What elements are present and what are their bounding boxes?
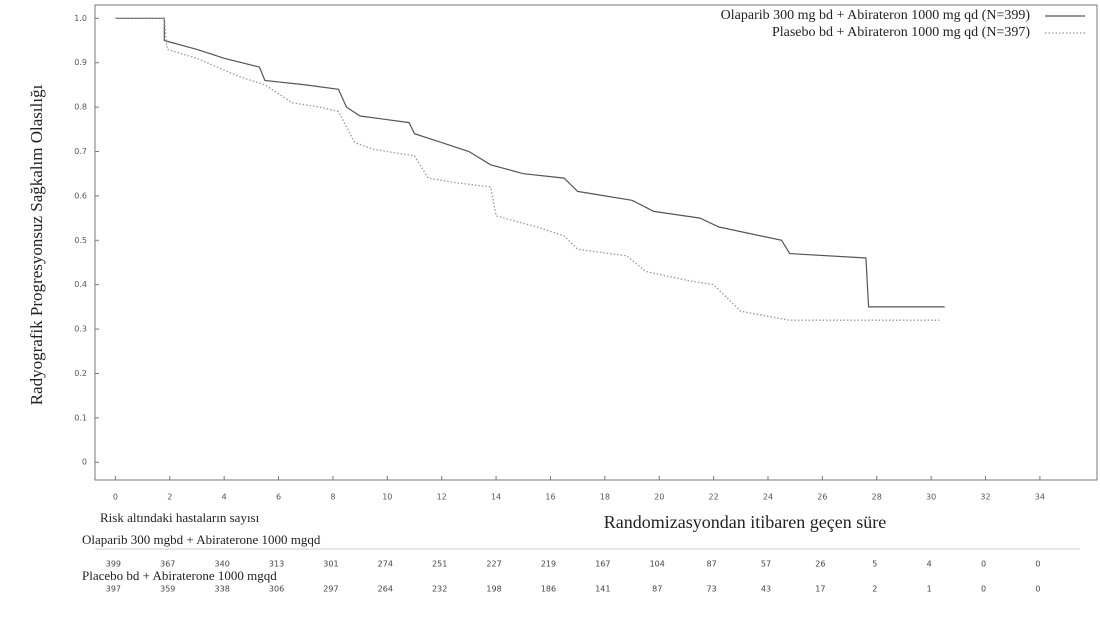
risk-count: 227 bbox=[486, 560, 501, 569]
x-tick-label: 10 bbox=[382, 493, 392, 502]
x-tick-label: 8 bbox=[330, 493, 335, 502]
risk-count: 232 bbox=[432, 585, 447, 594]
x-tick-label: 2 bbox=[167, 493, 172, 502]
x-tick-label: 4 bbox=[222, 493, 227, 502]
risk-count: 0 bbox=[1035, 560, 1040, 569]
risk-count: 274 bbox=[378, 560, 393, 569]
risk-count: 5 bbox=[872, 560, 877, 569]
y-axis-label: Radyografik Progresyonsuz Sağkalım Olası… bbox=[27, 84, 46, 405]
legend-label: Plasebo bd + Abirateron 1000 mg qd (N=39… bbox=[772, 25, 1030, 40]
y-tick-label: 0 bbox=[82, 458, 87, 467]
risk-count: 17 bbox=[815, 585, 825, 594]
risk-count: 297 bbox=[323, 585, 338, 594]
risk-count: 43 bbox=[761, 585, 771, 594]
y-tick-label: 0.8 bbox=[74, 103, 87, 112]
y-tick-label: 0.2 bbox=[74, 369, 87, 378]
risk-count: 87 bbox=[707, 560, 717, 569]
risk-count: 186 bbox=[541, 585, 556, 594]
km-curve bbox=[115, 17, 940, 321]
x-tick-label: 0 bbox=[113, 493, 118, 502]
risk-count: 198 bbox=[486, 585, 501, 594]
risk-count: 167 bbox=[595, 560, 610, 569]
x-tick-label: 14 bbox=[491, 493, 501, 502]
risk-count: 87 bbox=[652, 585, 662, 594]
y-tick-label: 0.4 bbox=[74, 280, 87, 289]
x-tick-label: 12 bbox=[437, 493, 447, 502]
risk-count: 0 bbox=[981, 585, 986, 594]
risk-count: 0 bbox=[1035, 585, 1040, 594]
risk-count: 306 bbox=[269, 585, 284, 594]
plot-frame bbox=[94, 4, 1098, 481]
risk-count: 399 bbox=[106, 560, 121, 569]
risk-count: 1 bbox=[927, 585, 932, 594]
x-axis-label: Randomizasyondan itibaren geçen süre bbox=[604, 512, 886, 532]
risk-count: 57 bbox=[761, 560, 771, 569]
x-tick-label: 24 bbox=[763, 493, 773, 502]
km-curve bbox=[115, 17, 945, 308]
risk-count: 73 bbox=[707, 585, 717, 594]
legend-label: Olaparib 300 mg bd + Abirateron 1000 mg … bbox=[721, 8, 1031, 23]
risk-group-label: Olaparib 300 mgbd + Abiraterone 1000 mgq… bbox=[82, 532, 321, 547]
risk-count: 0 bbox=[981, 560, 986, 569]
risk-count: 26 bbox=[815, 560, 825, 569]
x-tick-label: 20 bbox=[654, 493, 664, 502]
x-tick-label: 34 bbox=[1035, 493, 1045, 502]
risk-count: 301 bbox=[323, 560, 338, 569]
risk-count: 264 bbox=[378, 585, 393, 594]
x-tick-label: 30 bbox=[926, 493, 936, 502]
y-tick-label: 0.3 bbox=[74, 325, 87, 334]
x-tick-label: 28 bbox=[872, 493, 882, 502]
y-tick-label: 0.6 bbox=[74, 191, 87, 200]
x-tick-label: 18 bbox=[600, 493, 610, 502]
x-tick-label: 16 bbox=[545, 493, 555, 502]
risk-count: 338 bbox=[215, 585, 230, 594]
risk-count: 340 bbox=[215, 560, 230, 569]
risk-count: 104 bbox=[650, 560, 665, 569]
risk-count: 141 bbox=[595, 585, 610, 594]
risk-count: 219 bbox=[541, 560, 556, 569]
risk-table-title: Risk altındaki hastaların sayısı bbox=[100, 510, 260, 525]
x-tick-label: 32 bbox=[980, 493, 990, 502]
risk-count: 251 bbox=[432, 560, 447, 569]
y-tick-label: 0.9 bbox=[74, 58, 87, 67]
x-tick-label: 6 bbox=[276, 493, 281, 502]
y-tick-label: 0.1 bbox=[74, 413, 87, 422]
x-tick-label: 26 bbox=[817, 493, 827, 502]
x-tick-label: 22 bbox=[709, 493, 719, 502]
risk-count: 2 bbox=[872, 585, 877, 594]
y-tick-label: 0.7 bbox=[74, 147, 87, 156]
y-tick-label: 1.0 bbox=[74, 14, 87, 23]
risk-count: 359 bbox=[160, 585, 175, 594]
risk-count: 397 bbox=[106, 585, 121, 594]
risk-group-label: Placebo bd + Abiraterone 1000 mgqd bbox=[82, 568, 277, 583]
risk-count: 313 bbox=[269, 560, 284, 569]
risk-count: 4 bbox=[927, 560, 932, 569]
y-tick-label: 0.5 bbox=[74, 236, 87, 245]
risk-count: 367 bbox=[160, 560, 175, 569]
